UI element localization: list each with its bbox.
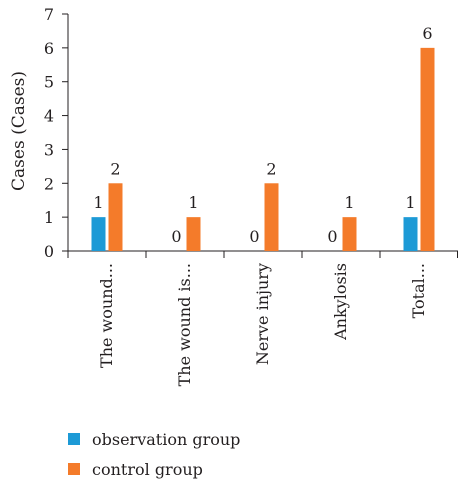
x-tick-label: The wound... [97,263,116,368]
y-axis-title: Cases (Cases) [9,71,29,191]
data-label: 0 [327,227,337,246]
x-tick-label: The wound is... [175,263,194,386]
y-axis: 0 1 2 3 4 5 6 7 [44,5,69,261]
bar-observation [403,217,418,251]
x-tick-label: Total... [409,263,428,318]
y-tick-label: 6 [44,39,54,58]
y-tick-label: 2 [44,174,54,193]
legend-label-control: control group [92,459,203,479]
bar-control [264,183,279,251]
x-tick-label: Nerve injury [253,263,272,365]
bar-control [108,183,123,251]
legend: observation group control group [68,424,240,484]
data-label: 1 [93,193,103,212]
bar-control [186,217,201,251]
y-tick-label: 4 [44,107,54,126]
bar-control [420,47,435,251]
y-tick-label: 1 [44,208,54,227]
legend-swatch-observation [68,433,80,445]
data-label: 1 [405,193,415,212]
y-tick-label: 0 [44,242,54,261]
data-label: 0 [171,227,181,246]
legend-item-control: control group [68,454,240,484]
y-tick-label: 3 [44,140,54,159]
data-label: 1 [188,193,198,212]
data-label: 2 [110,159,120,178]
legend-swatch-control [68,463,80,475]
data-label: 0 [249,227,259,246]
x-tick-label: Ankylosis [331,263,350,341]
bar-observation [91,217,106,251]
bar-control [342,217,357,251]
data-label: 6 [422,24,432,43]
x-axis: The wound... The wound is... Nerve injury A… [67,250,458,386]
legend-item-observation: observation group [68,424,240,454]
y-tick-label: 5 [44,73,54,92]
data-label: 2 [266,159,276,178]
data-label: 1 [344,193,354,212]
bars [91,47,435,251]
legend-label-observation: observation group [92,429,241,449]
y-tick-label: 7 [44,5,54,24]
